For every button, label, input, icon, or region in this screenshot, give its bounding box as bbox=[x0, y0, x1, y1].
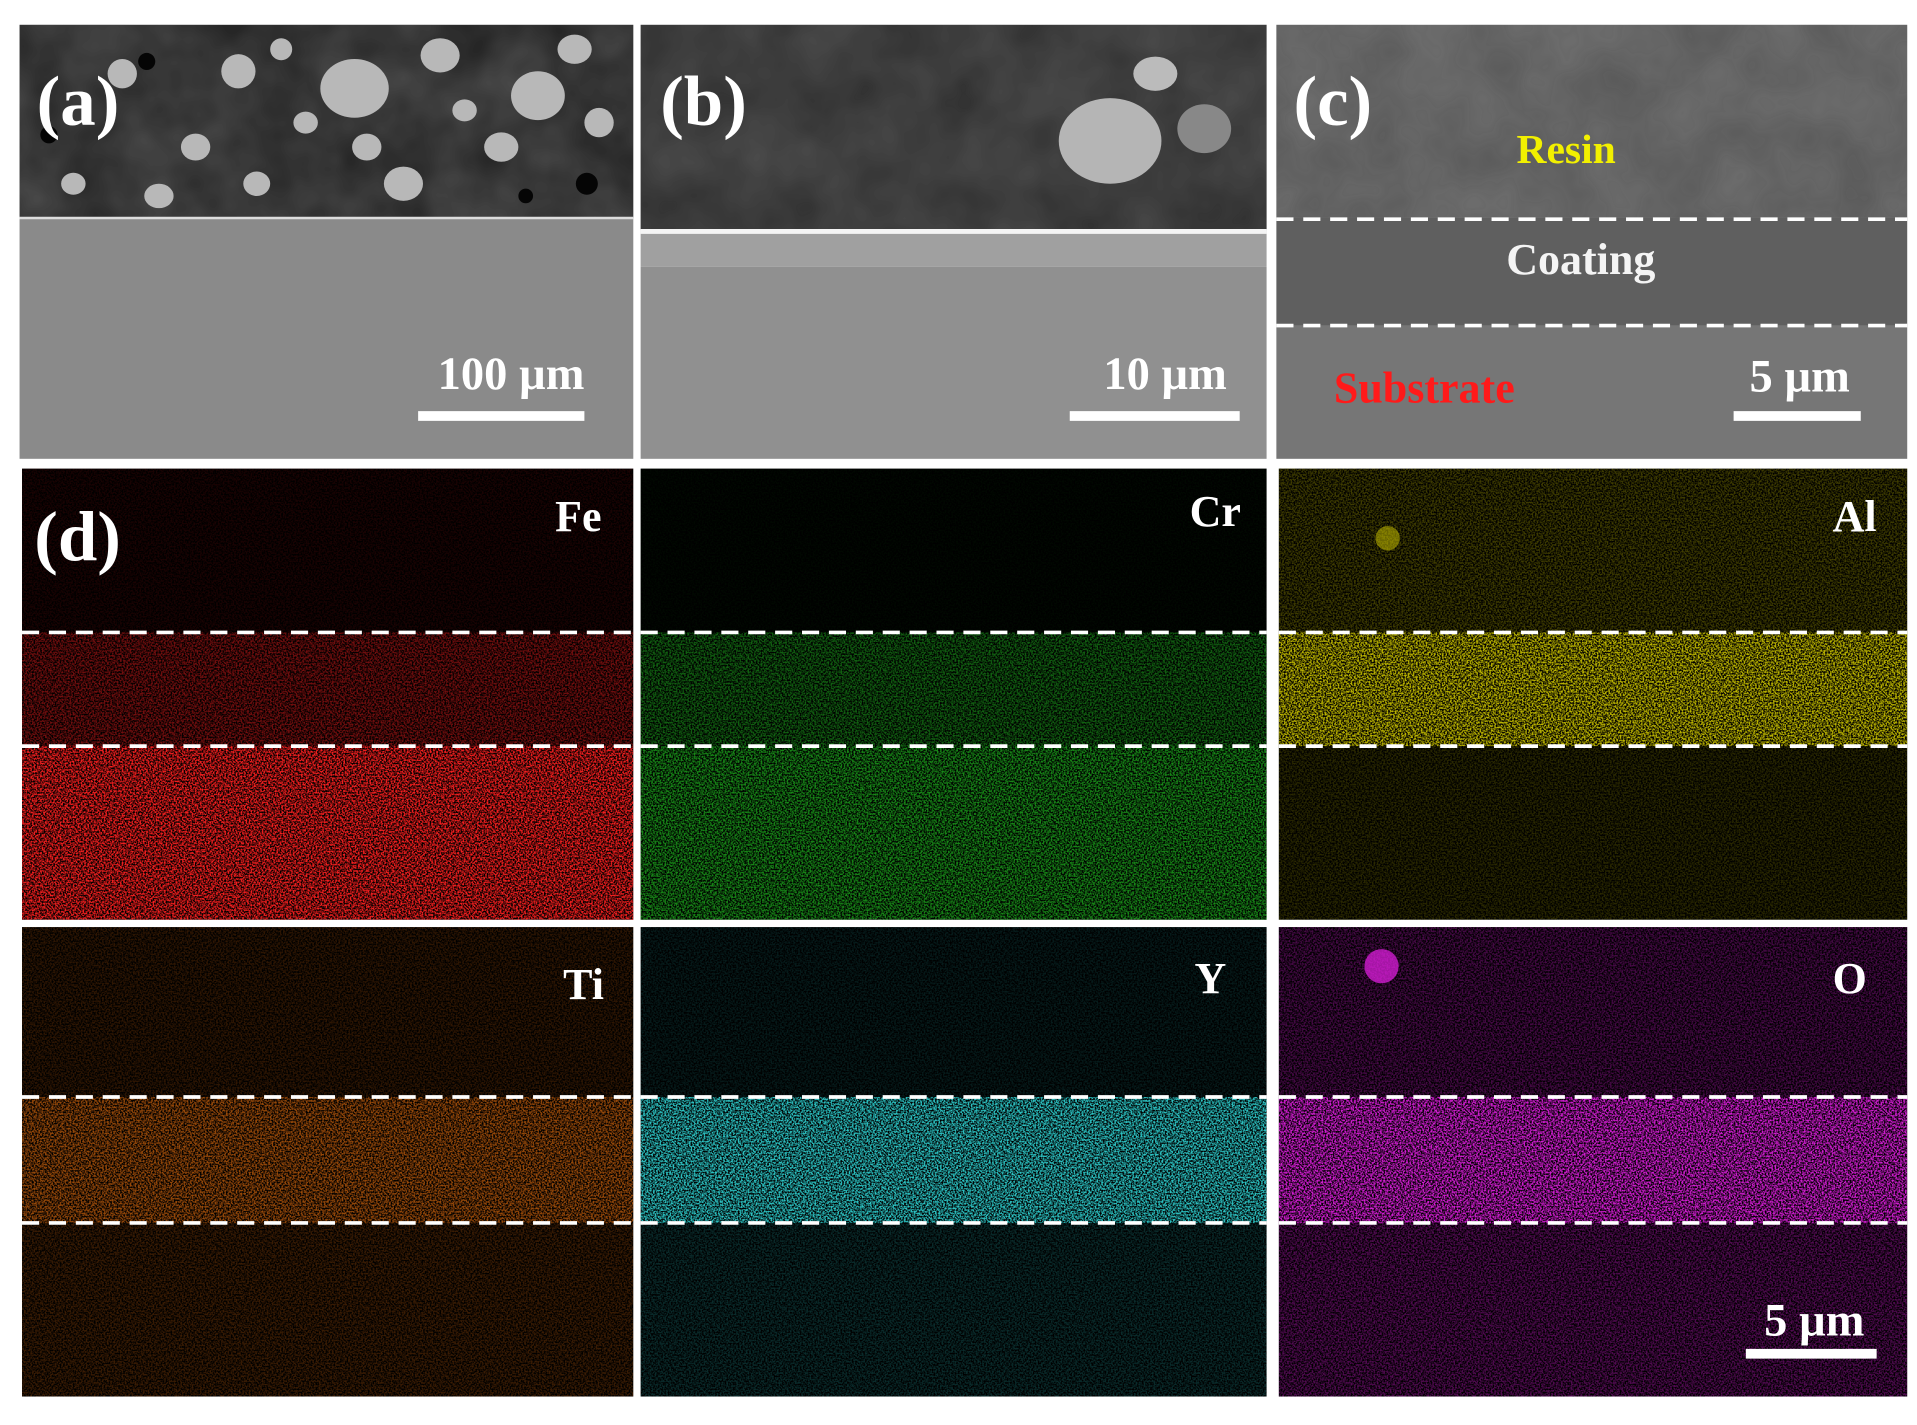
coating bbox=[1276, 217, 1908, 326]
element-label: Fe bbox=[555, 492, 601, 541]
eds-spot bbox=[1375, 526, 1400, 551]
panel-labels: (a) (b) (c) (d) 100 µm 10 µm 5 µm 5 µm R… bbox=[34, 63, 1876, 1346]
eds-signal bbox=[1278, 468, 1908, 633]
particle bbox=[1177, 104, 1232, 154]
particle bbox=[383, 166, 424, 201]
particle bbox=[243, 171, 271, 196]
particle bbox=[293, 111, 318, 134]
particle bbox=[1133, 56, 1178, 91]
layer-label: Substrate bbox=[1334, 364, 1515, 413]
pore bbox=[138, 52, 156, 71]
eds-signal bbox=[1278, 1097, 1908, 1223]
particle bbox=[484, 132, 519, 162]
scale-bar-label: 100 µm bbox=[438, 349, 585, 400]
particle bbox=[452, 99, 477, 122]
element-label: Cr bbox=[1190, 487, 1241, 536]
particle bbox=[180, 133, 211, 161]
layer-label: Resin bbox=[1516, 126, 1615, 172]
eds-signal bbox=[22, 468, 634, 633]
sem-substrate bbox=[19, 217, 634, 459]
element-label: Y bbox=[1194, 954, 1226, 1003]
particle bbox=[352, 133, 382, 161]
particle bbox=[107, 59, 137, 89]
eds-signal bbox=[640, 1097, 1267, 1223]
eds-signal bbox=[22, 632, 634, 747]
eds-signal bbox=[1278, 746, 1908, 920]
particle bbox=[584, 107, 614, 138]
panel-label: (c) bbox=[1293, 63, 1372, 141]
eds-signal bbox=[640, 1222, 1267, 1397]
element-label: O bbox=[1833, 954, 1867, 1003]
panel-label: (d) bbox=[34, 498, 121, 576]
panel-label: (a) bbox=[37, 63, 120, 141]
particle bbox=[1058, 98, 1162, 184]
eds-signal bbox=[22, 746, 634, 920]
pore bbox=[518, 188, 534, 204]
coating bbox=[640, 230, 1267, 267]
panel-label: (b) bbox=[660, 63, 747, 141]
eds-spot bbox=[1364, 949, 1399, 984]
panel-shapes bbox=[19, 24, 1908, 1397]
layer-label: Coating bbox=[1506, 235, 1655, 284]
particle bbox=[221, 54, 256, 89]
scale-bar-label: 10 µm bbox=[1103, 349, 1227, 400]
scale-bar-label: 5 µm bbox=[1749, 352, 1849, 403]
element-label: Ti bbox=[563, 960, 604, 1009]
eds-signal bbox=[640, 632, 1267, 747]
particle bbox=[270, 38, 293, 61]
particle bbox=[144, 183, 174, 209]
particle bbox=[511, 71, 565, 121]
eds-signal bbox=[1278, 1222, 1908, 1397]
eds-signal bbox=[640, 927, 1267, 1098]
sem-texture bbox=[1276, 24, 1908, 218]
eds-signal bbox=[640, 468, 1267, 633]
eds-signal bbox=[1278, 632, 1908, 747]
eds-signal bbox=[22, 1097, 634, 1223]
particle bbox=[320, 59, 389, 118]
pore bbox=[575, 172, 598, 195]
sem-substrate bbox=[640, 266, 1267, 459]
pore bbox=[40, 126, 58, 144]
scale-bar-label: 5 µm bbox=[1764, 1295, 1864, 1346]
particle bbox=[420, 38, 460, 73]
particle bbox=[557, 34, 592, 64]
sem-texture bbox=[19, 24, 634, 218]
element-label: Al bbox=[1833, 492, 1877, 541]
eds-signal bbox=[22, 927, 634, 1098]
eds-signal bbox=[640, 746, 1267, 920]
particle bbox=[61, 172, 86, 195]
sem-substrate bbox=[1276, 325, 1908, 459]
eds-signal bbox=[22, 1222, 634, 1397]
